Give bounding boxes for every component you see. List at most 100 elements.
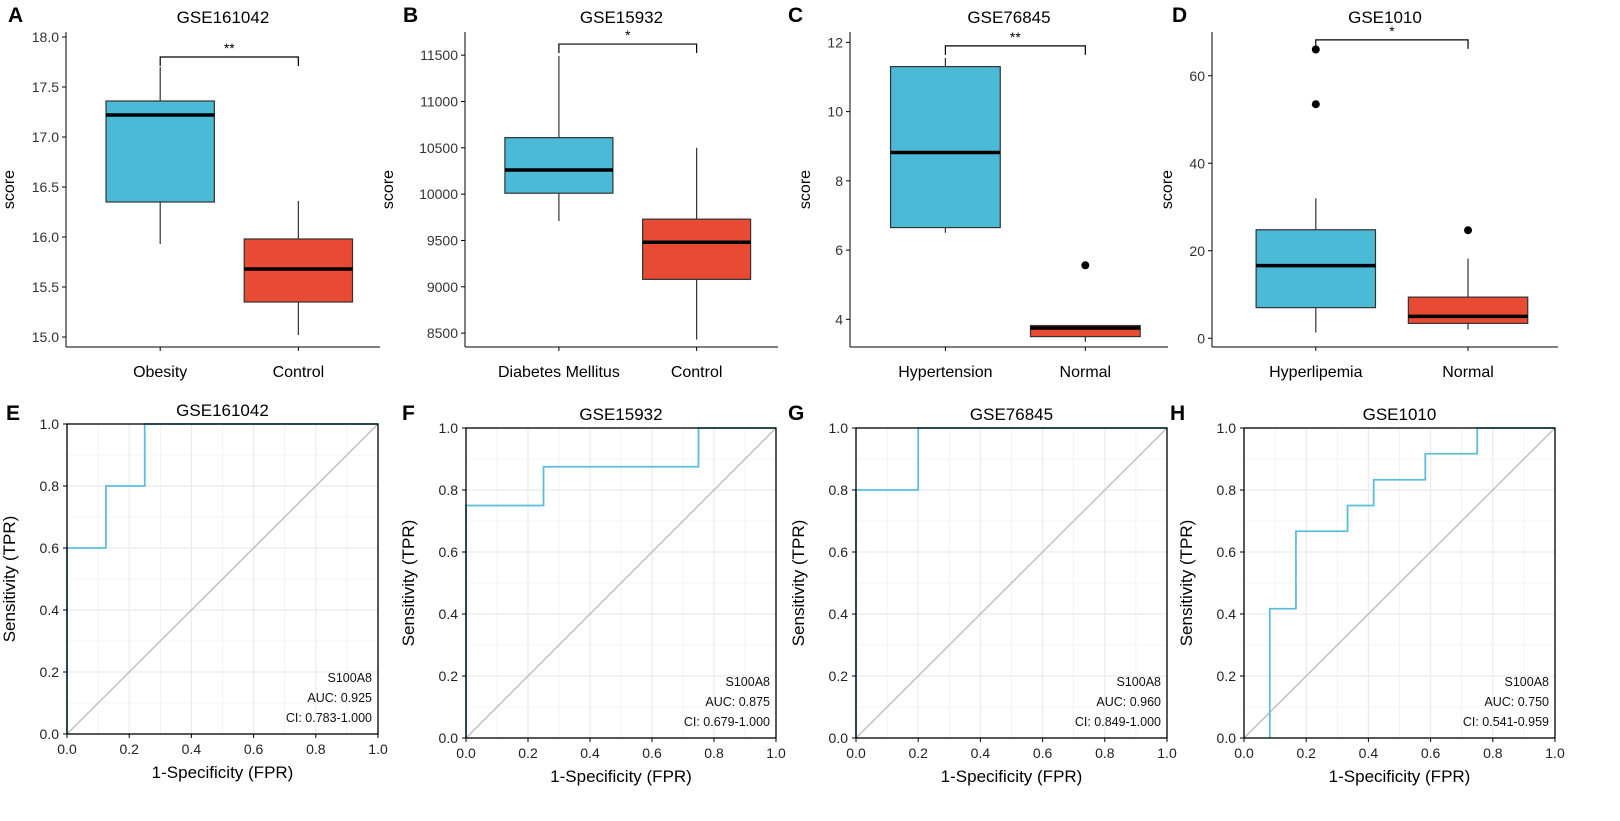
y-tick-label: 0.8 [829,482,849,498]
y-tick-label: 0.6 [1217,544,1237,560]
box-hypertension [889,66,1001,229]
outlier-point [1081,261,1090,270]
y-tick-label: 0.0 [40,726,60,742]
chart-title: GSE76845 [967,8,1050,27]
panel-label: B [403,4,418,27]
boxplot-panel-d: D GSE1010 0 20 40 60 score Hyperlipemia Normal * [1159,4,1558,381]
annotation-line: AUC: 0.925 [307,691,372,705]
y-tick-label: 11500 [420,47,458,63]
panel-label: H [1170,402,1185,425]
y-tick-label: 0.2 [439,668,459,684]
y-tick-label: 1.0 [1217,420,1237,436]
y-tick-label: 0.4 [829,606,849,622]
panel-label: E [6,402,20,425]
significance-label: * [625,27,631,43]
x-tick-label: 0.6 [1421,745,1441,761]
chart-title: GSE161042 [176,401,269,420]
y-tick-label: 1.0 [439,420,459,436]
annotation-line: S100A8 [726,675,771,689]
y-tick-label: 0.4 [1217,606,1237,622]
significance-bracket [944,45,1086,55]
x-tick-label: 0.2 [908,745,928,761]
significance-label: ** [1010,29,1021,45]
y-axis-label: Sensitivity (TPR) [1177,520,1196,647]
annotation-line: S100A8 [1117,675,1162,689]
x-tick-label: 1.0 [1545,745,1565,761]
x-tick-label: 0.4 [1359,745,1379,761]
roc-panel-f: F GSE15932 0.0 0.2 0.4 0.6 0.8 1.0 0.0 0.2 0.4 0.6 0… [399,402,786,786]
box-hyperlipemia [1255,229,1377,309]
x-tick-label: 0.4 [580,745,600,761]
x-tick-label: 0.8 [1483,745,1503,761]
roc-annotation: S100A8 AUC: 0.750 CI: 0.541-0.959 [1463,675,1549,729]
y-tick-label: 0.6 [439,544,459,560]
significance-label: * [1389,23,1395,39]
y-tick-label: 10 [827,104,843,120]
x-tick-label: Normal [1060,364,1112,381]
roc-panel-g: G GSE76845 0.0 0.2 0.4 0.6 0.8 1.0 0.0 0.2 0.4 0.6 0… [788,402,1177,786]
boxplot-panel-a: A GSE161042 15.0 15.5 16.0 16.5 17.0 17.5 18.0 sc… [1,4,380,381]
outlier-point [1464,226,1473,235]
y-tick-label: 0.4 [40,602,60,618]
y-tick-label: 0.4 [439,606,459,622]
annotation-line: CI: 0.849-1.000 [1075,715,1161,729]
x-tick-label: 0.6 [244,741,264,757]
x-tick-label: 0.0 [456,745,476,761]
x-tick-label: 0.4 [971,745,991,761]
significance-bracket [159,56,299,66]
roc-annotation: S100A8 AUC: 0.960 CI: 0.849-1.000 [1075,675,1161,729]
plot-frame [1243,427,1556,739]
y-axis-label: Sensitivity (TPR) [399,520,418,647]
y-tick-label: 11000 [420,93,458,109]
y-tick-label: 6 [835,242,843,258]
y-tick-label: 10000 [419,186,458,202]
x-axis-label: 1-Specificity (FPR) [941,767,1083,786]
y-axis-label: score [797,170,814,209]
roc-annotation: S100A8 AUC: 0.925 CI: 0.783-1.000 [286,671,372,725]
x-tick-label: 0.6 [642,745,662,761]
annotation-line: CI: 0.541-0.959 [1463,715,1549,729]
roc-curve-s100a8 [1268,427,1555,738]
y-tick-label: 0 [1197,330,1205,346]
reference-diagonal [855,427,1168,739]
box-obesity [105,100,215,203]
annotation-line: CI: 0.679-1.000 [684,715,770,729]
outlier-point [1311,45,1320,54]
y-tick-label: 17.5 [32,79,59,95]
box-normal [1029,324,1141,338]
y-tick-label: 12 [827,34,843,50]
x-tick-label: 0.2 [1296,745,1316,761]
plot-frame [465,427,777,739]
plot-frame [855,427,1168,739]
panel-label: C [788,4,803,27]
y-tick-label: 0.8 [40,478,60,494]
y-axis-label: score [1159,170,1176,209]
chart-title: GSE76845 [970,405,1053,424]
y-tick-label: 0.8 [1217,482,1237,498]
y-tick-label: 8500 [427,325,458,341]
x-axis-label: 1-Specificity (FPR) [1329,767,1471,786]
x-tick-label: 0.8 [704,745,724,761]
roc-annotation: S100A8 AUC: 0.875 CI: 0.679-1.000 [684,675,770,729]
chart-title: GSE1010 [1363,405,1437,424]
x-tick-label: 0.8 [1095,745,1115,761]
y-tick-label: 0.0 [1217,730,1237,746]
annotation-line: S100A8 [1505,675,1550,689]
y-tick-label: 0.2 [1217,668,1237,684]
y-axis-label: score [1,170,18,209]
x-tick-label: 0.4 [182,741,202,757]
x-tick-label: 1.0 [1157,745,1177,761]
x-tick-label: 0.2 [119,741,139,757]
x-tick-label: 0.0 [1234,745,1254,761]
x-tick-label: 0.6 [1033,745,1053,761]
x-tick-label: Hyperlipemia [1269,364,1362,381]
y-tick-label: 9000 [427,279,458,295]
significance-bracket [558,43,698,54]
boxplot-panel-b: B GSE15932 8500 9000 9500 10000 10500 11000 1150… [380,4,778,381]
y-tick-label: 20 [1189,243,1205,259]
chart-title: GSE15932 [579,405,662,424]
y-axis-label: score [380,170,397,209]
panel-label: A [8,4,23,27]
y-tick-label: 18.0 [32,29,59,45]
